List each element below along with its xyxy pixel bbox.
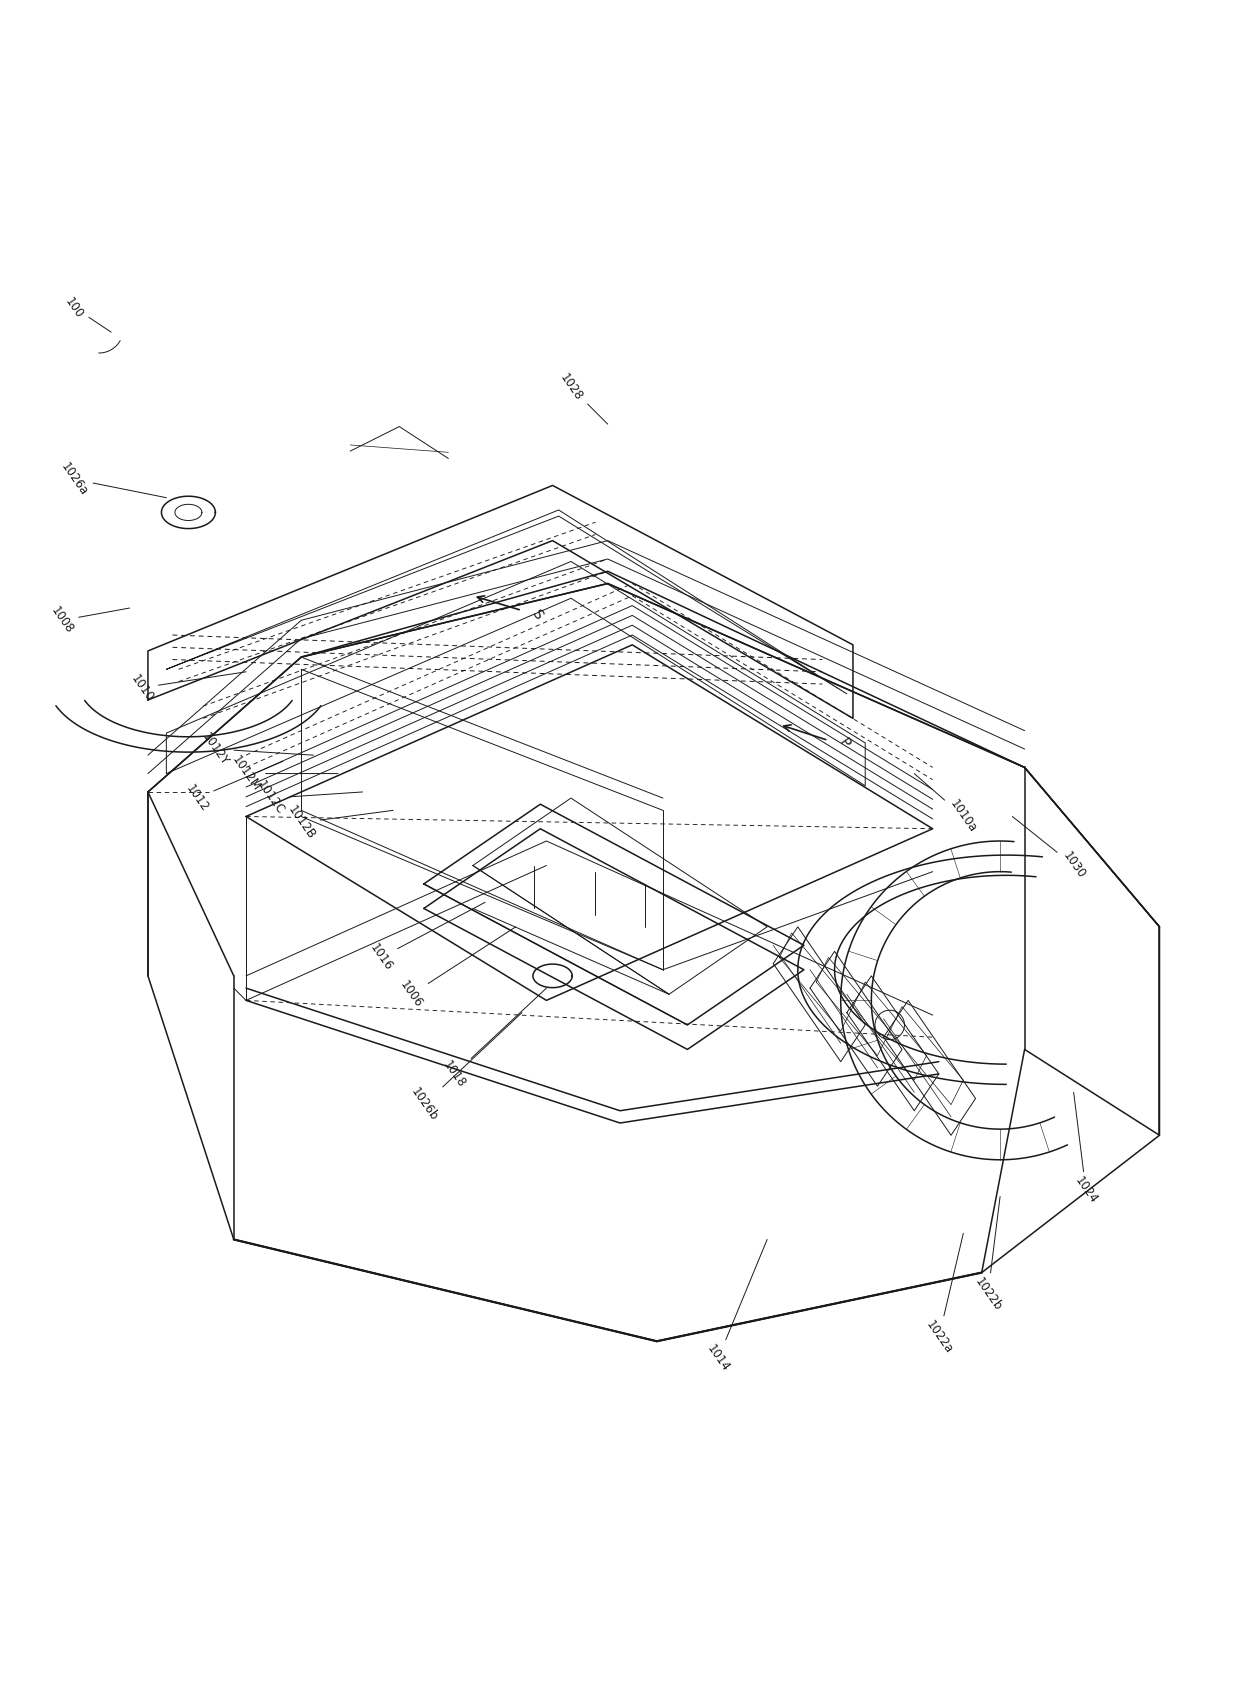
Text: 1012B: 1012B [285, 804, 393, 843]
Text: 1016: 1016 [367, 902, 485, 974]
Text: 1010: 1010 [128, 671, 246, 703]
Text: 1012C: 1012C [254, 779, 362, 817]
Text: 1022a: 1022a [923, 1233, 963, 1356]
Text: P: P [836, 735, 853, 750]
Text: S: S [528, 607, 544, 622]
Text: 1014: 1014 [704, 1240, 768, 1374]
Text: 1006: 1006 [398, 927, 516, 1011]
Text: 1008: 1008 [48, 604, 129, 636]
Text: 1012: 1012 [184, 762, 283, 814]
Text: 1012Y: 1012Y [200, 730, 314, 769]
Text: 100: 100 [63, 294, 112, 331]
Text: 1026a: 1026a [58, 461, 166, 498]
Text: 1022b: 1022b [972, 1196, 1004, 1314]
Text: 1030: 1030 [1012, 816, 1087, 881]
Text: 1010a: 1010a [914, 774, 980, 836]
Text: 1028: 1028 [557, 372, 608, 424]
Text: 1018: 1018 [440, 987, 547, 1090]
Text: 1024: 1024 [1073, 1092, 1100, 1206]
Text: 1012M: 1012M [229, 754, 339, 794]
Text: 1026b: 1026b [408, 1013, 522, 1124]
